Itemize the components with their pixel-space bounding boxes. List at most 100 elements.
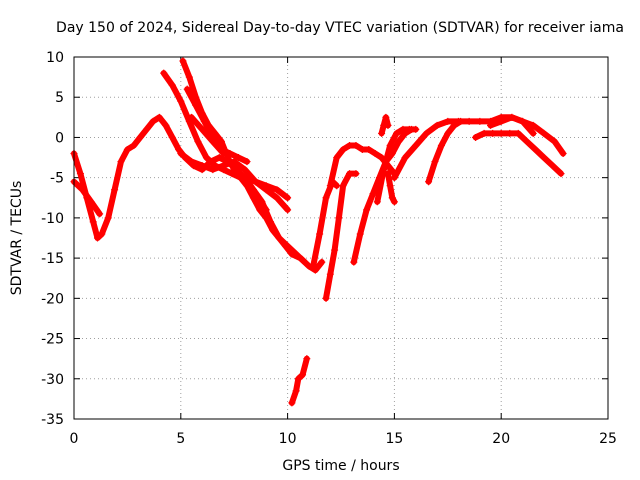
data-point — [422, 129, 430, 137]
series-arc-9 — [288, 355, 311, 407]
data-point — [358, 146, 366, 154]
data-point — [296, 254, 304, 262]
series-arc-6 — [187, 113, 228, 158]
series-arc-18 — [425, 117, 465, 186]
data-point — [192, 101, 200, 109]
data-point — [399, 125, 407, 133]
data-point — [378, 129, 386, 137]
data-point — [352, 170, 360, 178]
data-point — [350, 258, 358, 266]
data-point — [177, 150, 185, 158]
data-point — [331, 246, 339, 254]
y-tick-label: -5 — [50, 171, 64, 187]
y-tick-labels: 10 5 0 -5 -10 -15 -20 -25 -30 -35 — [41, 50, 64, 428]
data-point — [457, 117, 465, 125]
data-point — [529, 121, 537, 129]
data-point — [241, 174, 249, 182]
series-arc-14 — [373, 125, 420, 206]
data-point — [136, 133, 144, 141]
data-point — [514, 129, 522, 137]
data-point — [335, 214, 343, 222]
data-point — [346, 170, 354, 178]
data-point — [393, 129, 401, 137]
data-point — [130, 141, 138, 149]
x-tick-label: 10 — [279, 431, 297, 447]
data-point — [262, 214, 270, 222]
data-point — [162, 121, 170, 129]
data-point — [183, 85, 191, 93]
data-point — [548, 162, 556, 170]
data-point — [281, 242, 289, 250]
data-point — [371, 150, 379, 158]
data-point — [143, 125, 151, 133]
y-tick-label: -35 — [41, 412, 64, 428]
data-point — [497, 117, 505, 125]
data-point — [333, 182, 341, 190]
data-point — [412, 125, 420, 133]
data-point — [200, 117, 208, 125]
data-point — [365, 146, 373, 154]
series-arc-20 — [487, 113, 567, 158]
data-point — [384, 170, 392, 178]
chart-title: Day 150 of 2024, Sidereal Day-to-day VTE… — [56, 20, 624, 36]
data-point — [412, 141, 420, 149]
data-point — [288, 250, 296, 258]
x-tick-label: 5 — [176, 431, 185, 447]
data-point — [384, 121, 392, 129]
data-point — [386, 141, 394, 149]
data-point — [405, 125, 413, 133]
data-point — [160, 69, 168, 77]
data-point — [262, 182, 270, 190]
data-point — [390, 174, 398, 182]
series-trace — [71, 178, 103, 217]
data-point — [326, 182, 334, 190]
data-point — [243, 182, 251, 190]
data-point — [529, 129, 537, 137]
data-point — [234, 154, 242, 162]
data-point — [497, 129, 505, 137]
data-point — [299, 371, 307, 379]
data-point — [540, 154, 548, 162]
x-tick-label: 20 — [492, 431, 510, 447]
data-point — [373, 198, 381, 206]
plot-frame — [73, 56, 609, 420]
data-point — [401, 154, 409, 162]
data-point — [540, 129, 548, 137]
data-point — [226, 150, 234, 158]
data-point — [79, 186, 87, 194]
data-point — [363, 206, 371, 214]
y-tick-label: -20 — [41, 291, 64, 307]
data-point — [243, 158, 251, 166]
data-point — [98, 230, 106, 238]
data-point — [339, 182, 347, 190]
data-point — [425, 178, 433, 186]
data-point — [249, 194, 257, 202]
data-point — [531, 146, 539, 154]
data-point — [356, 230, 364, 238]
series-arc-16 — [378, 113, 392, 137]
data-point — [273, 186, 281, 194]
data-point — [382, 113, 390, 121]
data-point — [187, 158, 195, 166]
y-tick-label: 0 — [55, 130, 64, 146]
data-point — [89, 218, 97, 226]
data-point — [187, 113, 195, 121]
data-point — [198, 162, 206, 170]
x-axis-label: GPS time / hours — [282, 458, 399, 474]
data-point — [252, 178, 260, 186]
data-point — [386, 182, 394, 190]
data-point — [559, 150, 567, 158]
y-tick-label: -15 — [41, 251, 64, 267]
data-point — [480, 129, 488, 137]
data-point — [476, 117, 484, 125]
data-point — [519, 117, 527, 125]
data-point — [198, 125, 206, 133]
data-point — [194, 137, 202, 145]
data-point — [333, 154, 341, 162]
series-trace — [425, 118, 464, 185]
data-point — [318, 258, 326, 266]
data-point — [256, 206, 264, 214]
y-tick-label: -30 — [41, 372, 64, 388]
data-point — [149, 117, 157, 125]
